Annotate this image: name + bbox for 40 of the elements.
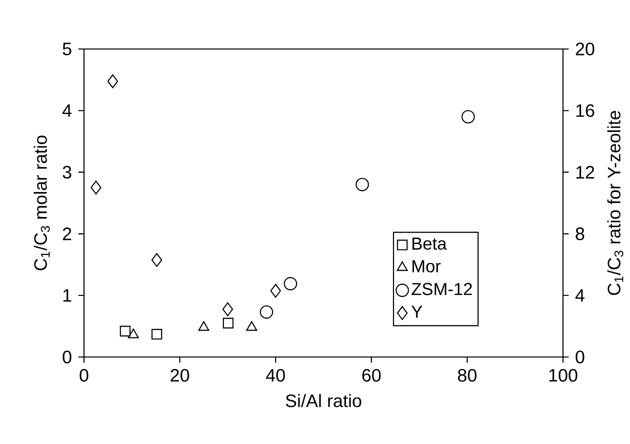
- y-tick-label: 2: [62, 228, 72, 240]
- x-tick-label: 20: [170, 368, 190, 382]
- point: [107, 74, 118, 88]
- point: [246, 321, 258, 331]
- y2-tick-label: 16: [576, 104, 594, 117]
- point: [151, 328, 162, 340]
- y2-axis-title: C$_{1}$/C$_{3}$ ratio for Y-zeolite: [607, 110, 624, 295]
- x-tick-label: 60: [362, 368, 381, 382]
- y-tick-label: 1: [63, 289, 72, 302]
- point: [120, 326, 131, 336]
- x-axis-title: Si/Al ratio: [286, 394, 362, 408]
- x-tick-label: 0: [80, 368, 88, 382]
- y-tick-label: 4: [62, 104, 72, 117]
- point: [260, 305, 274, 319]
- point: [461, 110, 475, 124]
- point: [128, 328, 139, 338]
- legend-label: ZSM-12: [412, 282, 472, 296]
- legend-label: Mor: [412, 260, 441, 272]
- point: [284, 277, 298, 290]
- point: [356, 178, 369, 192]
- x-tick-label: 80: [458, 368, 477, 382]
- y2-tick-label: 20: [576, 42, 594, 56]
- point: [222, 318, 234, 328]
- legend-label: Y: [411, 306, 422, 318]
- y2-tick-label: 4: [575, 289, 584, 302]
- y-tick-label: 0: [62, 350, 72, 364]
- y2-tick-label: 12: [576, 166, 594, 178]
- y-tick-label: 5: [62, 42, 72, 56]
- point: [222, 302, 234, 316]
- point: [270, 284, 281, 298]
- y2-tick-label: 8: [576, 227, 584, 240]
- point: [90, 180, 102, 195]
- legend-label: Beta: [412, 238, 447, 250]
- x-tick-label: 40: [266, 368, 285, 382]
- y2-tick-label: 0: [576, 350, 584, 364]
- x-tick-label: 100: [549, 368, 578, 382]
- y-tick-label: 3: [62, 166, 72, 179]
- point: [151, 253, 162, 267]
- point: [198, 321, 210, 331]
- y-axis-title: C$_{1}$/C$_{3}$ molar ratio: [34, 136, 50, 270]
